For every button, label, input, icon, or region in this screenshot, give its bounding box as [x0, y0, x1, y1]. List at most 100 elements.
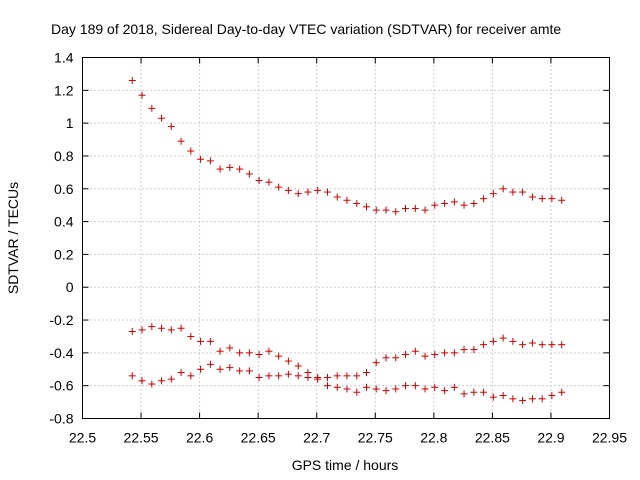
data-point: [304, 373, 312, 381]
data-point: [489, 190, 497, 198]
data-point: [509, 337, 517, 345]
data-point: [392, 354, 400, 362]
data-point: [382, 387, 390, 395]
data-point: [314, 375, 322, 383]
x-tick-label: 22.6: [186, 430, 213, 446]
data-point: [372, 359, 380, 367]
data-point: [499, 334, 507, 342]
data-point: [470, 388, 478, 396]
data-point: [226, 364, 234, 372]
y-tick-label: 1: [66, 115, 74, 131]
data-point: [265, 347, 273, 355]
data-point: [275, 352, 283, 360]
data-point: [323, 382, 331, 390]
data-point: [294, 362, 302, 370]
data-points: [128, 76, 566, 404]
data-point: [421, 385, 429, 393]
data-point: [158, 114, 166, 122]
data-point: [519, 341, 527, 349]
data-point: [343, 196, 351, 204]
data-point: [460, 201, 468, 209]
data-point: [226, 163, 234, 171]
data-point: [245, 170, 253, 178]
y-tick-label: 0.4: [54, 214, 74, 230]
data-point: [167, 122, 175, 130]
data-point: [245, 367, 253, 375]
data-point: [441, 200, 449, 208]
data-point: [206, 337, 214, 345]
data-point: [353, 200, 361, 208]
data-point: [187, 147, 195, 155]
data-point: [158, 377, 166, 385]
x-tick-label: 22.5: [69, 430, 96, 446]
data-point: [509, 188, 517, 196]
data-point: [421, 352, 429, 360]
data-point: [148, 323, 156, 331]
data-point: [480, 341, 488, 349]
x-axis-tick-labels: 22.5 22.55 22.6 22.65 22.7 22.75 22.8 22.85 22.9…: [69, 430, 627, 446]
data-point: [333, 372, 341, 380]
data-point: [421, 206, 429, 214]
data-point: [187, 372, 195, 380]
data-point: [450, 198, 458, 206]
x-tick-label: 22.75: [358, 430, 393, 446]
data-point: [236, 165, 244, 173]
data-point: [206, 360, 214, 368]
data-point: [460, 390, 468, 398]
data-point: [548, 195, 556, 203]
chart-title: Day 189 of 2018, Sidereal Day-to-day VTE…: [51, 21, 561, 37]
data-point: [519, 188, 527, 196]
data-point: [138, 326, 146, 334]
data-point: [128, 76, 136, 84]
data-point: [206, 157, 214, 165]
data-point: [236, 349, 244, 357]
data-point: [480, 388, 488, 396]
data-point: [401, 351, 409, 359]
data-point: [460, 346, 468, 354]
data-point: [480, 195, 488, 203]
data-point: [489, 337, 497, 345]
data-point: [343, 372, 351, 380]
data-point: [265, 178, 273, 186]
x-tick-label: 22.9: [537, 430, 564, 446]
data-point: [362, 383, 370, 391]
data-point: [323, 373, 331, 381]
data-point: [226, 344, 234, 352]
data-point: [177, 137, 185, 145]
data-point: [372, 385, 380, 393]
data-point: [441, 349, 449, 357]
data-point: [362, 369, 370, 377]
data-point: [401, 382, 409, 390]
data-point: [216, 347, 224, 355]
data-point: [245, 349, 253, 357]
data-point: [138, 91, 146, 99]
data-point: [519, 396, 527, 404]
y-tick-label: 0.8: [54, 148, 74, 164]
data-point: [528, 339, 536, 347]
data-point: [236, 367, 244, 375]
data-point: [197, 337, 205, 345]
data-point: [548, 392, 556, 400]
x-tick-label: 22.7: [303, 430, 330, 446]
data-point: [499, 185, 507, 193]
data-point: [275, 183, 283, 191]
data-point: [538, 395, 546, 403]
data-point: [499, 392, 507, 400]
data-point: [450, 383, 458, 391]
data-point: [489, 393, 497, 401]
series-middle: [128, 323, 566, 381]
data-point: [314, 186, 322, 194]
data-point: [167, 326, 175, 334]
data-point: [382, 354, 390, 362]
data-point: [431, 351, 439, 359]
data-point: [470, 200, 478, 208]
data-point: [128, 328, 136, 336]
data-point: [255, 177, 263, 185]
data-point: [255, 373, 263, 381]
data-point: [255, 351, 263, 359]
data-point: [216, 365, 224, 373]
x-tick-label: 22.55: [124, 430, 159, 446]
data-point: [284, 370, 292, 378]
data-point: [441, 387, 449, 395]
data-point: [158, 324, 166, 332]
